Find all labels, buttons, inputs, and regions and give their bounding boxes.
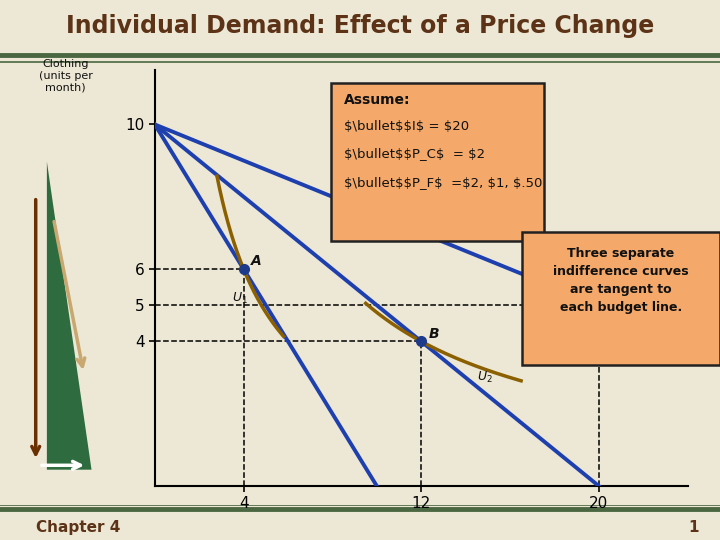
Text: Clothing
(units per
month): Clothing (units per month): [39, 59, 93, 92]
Text: $\bullet$$P_F$  =$2, $1, $.50: $\bullet$$P_F$ =$2, $1, $.50: [344, 176, 542, 189]
Text: D: D: [606, 291, 618, 305]
Text: $\bullet$$I$ = $20: $\bullet$$I$ = $20: [344, 120, 469, 133]
Text: $U_1$: $U_1$: [233, 291, 248, 306]
Polygon shape: [47, 161, 91, 470]
Text: Three separate
indifference curves
are tangent to
each budget line.: Three separate indifference curves are t…: [553, 247, 689, 314]
Text: B: B: [429, 327, 440, 341]
Text: Individual Demand: Effect of a Price Change: Individual Demand: Effect of a Price Cha…: [66, 14, 654, 38]
FancyBboxPatch shape: [330, 83, 544, 241]
Text: $U_3$: $U_3$: [650, 323, 666, 338]
FancyBboxPatch shape: [523, 232, 719, 366]
Text: Assume:: Assume:: [344, 93, 410, 107]
Text: 1: 1: [688, 520, 698, 535]
Text: A: A: [251, 254, 262, 268]
Text: Chapter 4: Chapter 4: [36, 520, 120, 535]
Text: $U_2$: $U_2$: [477, 370, 492, 385]
Text: $\bullet$$P_C$  = $2: $\bullet$$P_C$ = $2: [344, 147, 485, 160]
